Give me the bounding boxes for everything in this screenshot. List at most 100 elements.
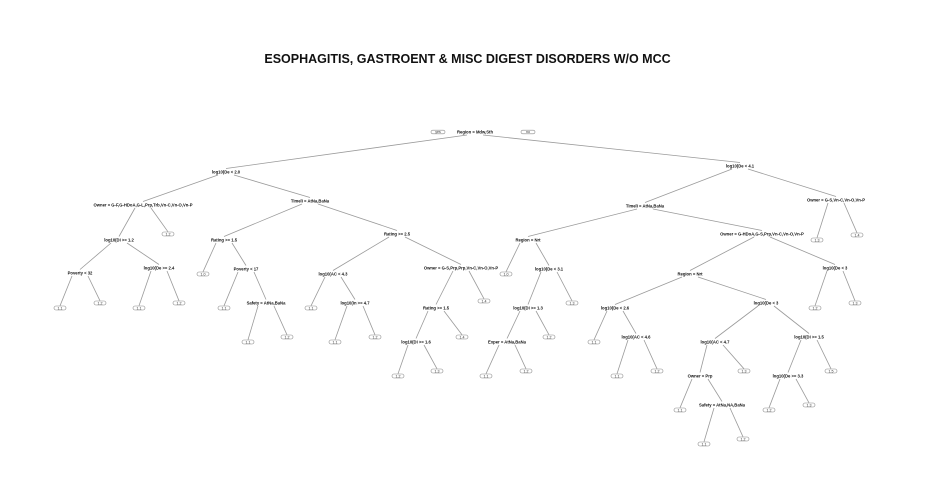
leaf-value: 1.2 — [524, 369, 529, 373]
split-label: Rating >= 1.5 — [211, 237, 238, 242]
leaf-node — [172, 300, 186, 306]
leaf-node — [304, 305, 318, 311]
split-label: Rating >= 1.5 — [423, 305, 450, 310]
leaf-node — [196, 271, 210, 277]
leaf-node — [328, 339, 342, 345]
tree-edge — [150, 207, 169, 233]
tree-edge — [485, 344, 500, 374]
leaf-value: 1.2 — [166, 232, 171, 236]
tree-edge — [468, 270, 485, 299]
leaf-value: 1.4 — [460, 335, 465, 339]
leaf-node — [802, 402, 816, 408]
tree-edge — [747, 168, 837, 197]
split-label: log10(De < 3 — [754, 300, 779, 305]
tree-edge — [616, 339, 629, 374]
split-label: Owner = G-HDoA,G-S,Prp,Vn-C,Vn-O,Vn-P — [720, 231, 804, 236]
leaf-node — [161, 231, 175, 237]
root-no-tag: no — [526, 130, 530, 134]
leaf-node — [737, 368, 751, 374]
split-label: Exper = AtNa,BaNa — [488, 339, 527, 344]
tree-edge — [652, 208, 763, 231]
leaf-node — [477, 298, 491, 304]
tree-edge — [87, 275, 101, 301]
split-label: Region = Nrt — [677, 271, 703, 276]
split-label: Safety = AtNa,NA,BaNa — [699, 402, 746, 407]
tree-edge — [423, 344, 438, 369]
leaf-node — [850, 232, 864, 238]
tree-edge — [223, 203, 303, 237]
tree-edge — [773, 305, 810, 334]
tree-edge — [769, 236, 836, 265]
tree-edges — [59, 134, 858, 442]
tree-edge — [404, 236, 462, 265]
leaf-value: 1.3 — [853, 301, 858, 305]
tree-edge — [729, 407, 744, 437]
tree-edge — [535, 242, 550, 266]
tree-edge — [317, 203, 398, 231]
tree-edge — [722, 344, 745, 370]
leaf-node — [217, 305, 231, 311]
split-label: Region = Mdw,Sth — [457, 129, 493, 134]
leaf-value: 1.2 — [177, 301, 182, 305]
split-label: log10(De < 4.1 — [726, 163, 755, 168]
tree-nodes: yes no Region = Mdw,Sth log10(De < 2.0 Owner… — [53, 129, 865, 447]
split-label: log10(Di >= 1.5 — [794, 334, 824, 339]
root-yes-tag-box — [430, 129, 446, 135]
leaf-node — [848, 300, 862, 306]
tree-edge — [415, 310, 429, 339]
tree-edge — [59, 275, 73, 306]
leaf-node — [824, 368, 838, 374]
tree-edge — [166, 270, 180, 301]
tree-edge — [679, 378, 693, 408]
tree-edge — [593, 310, 608, 340]
tree-edge — [527, 208, 638, 237]
tree-edge — [816, 339, 832, 369]
leaf-value: 1.1 — [222, 306, 227, 310]
leaf-value: 1.2 — [373, 335, 378, 339]
tree-edge — [699, 344, 708, 373]
tree-edge — [79, 242, 112, 270]
tree-edge — [703, 407, 715, 442]
split-label: Owner = G-S,Prp,Prp,Vn-C,Vn-O,Vn-P — [424, 265, 499, 270]
leaf-value: 1.2 — [285, 335, 290, 339]
tree-edge — [233, 174, 311, 198]
split-label: log10(De < 3 — [823, 265, 848, 270]
leaf-node — [132, 305, 146, 311]
tree-edge — [332, 236, 390, 271]
leaf-value: 1.2 — [396, 374, 401, 378]
split-label: log10(Di >= 1.6 — [401, 339, 431, 344]
leaf-node — [455, 334, 469, 340]
tree-edge — [814, 270, 828, 306]
split-label: Poverty < 32 — [68, 270, 93, 275]
tree-edge — [697, 276, 767, 300]
tree-edge — [482, 134, 741, 163]
leaf-node — [610, 373, 624, 379]
leaf-value: 1.4 — [482, 299, 487, 303]
leaf-value: 1.0 — [504, 272, 509, 276]
split-label: Poverty < 17 — [234, 266, 259, 271]
leaf-value: 1.1 — [58, 306, 63, 310]
split-label: log10(De < 3.1 — [535, 266, 564, 271]
split-label: log10(Di >= 1.3 — [513, 305, 543, 310]
tree-edge — [643, 339, 658, 369]
leaf-value: 1.1 — [702, 442, 707, 446]
tree-edge — [505, 242, 521, 272]
tree-edge — [768, 378, 781, 408]
root-yes-tag: yes — [435, 130, 441, 134]
split-label: log10(AC < 4.6 — [622, 334, 652, 339]
tree-edge — [247, 305, 259, 340]
split-label: Safety = AtNa,BaNa — [247, 300, 286, 305]
leaf-value: 1.1 — [484, 374, 489, 378]
tree-edge — [435, 270, 454, 305]
leaf-node — [736, 436, 750, 442]
leaf-node — [53, 305, 67, 311]
tree-edge — [842, 270, 856, 301]
leaf-value: 1.1 — [309, 306, 314, 310]
leaf-node — [650, 368, 664, 374]
root-no-tag-box — [520, 129, 536, 135]
tree-edge — [622, 310, 637, 334]
leaf-node — [241, 339, 255, 345]
leaf-value: 1.3 — [742, 369, 747, 373]
tree-edge — [138, 270, 152, 306]
chart-title: ESOPHAGITIS, GASTROENT & MISC DIGEST DIS… — [264, 52, 671, 66]
